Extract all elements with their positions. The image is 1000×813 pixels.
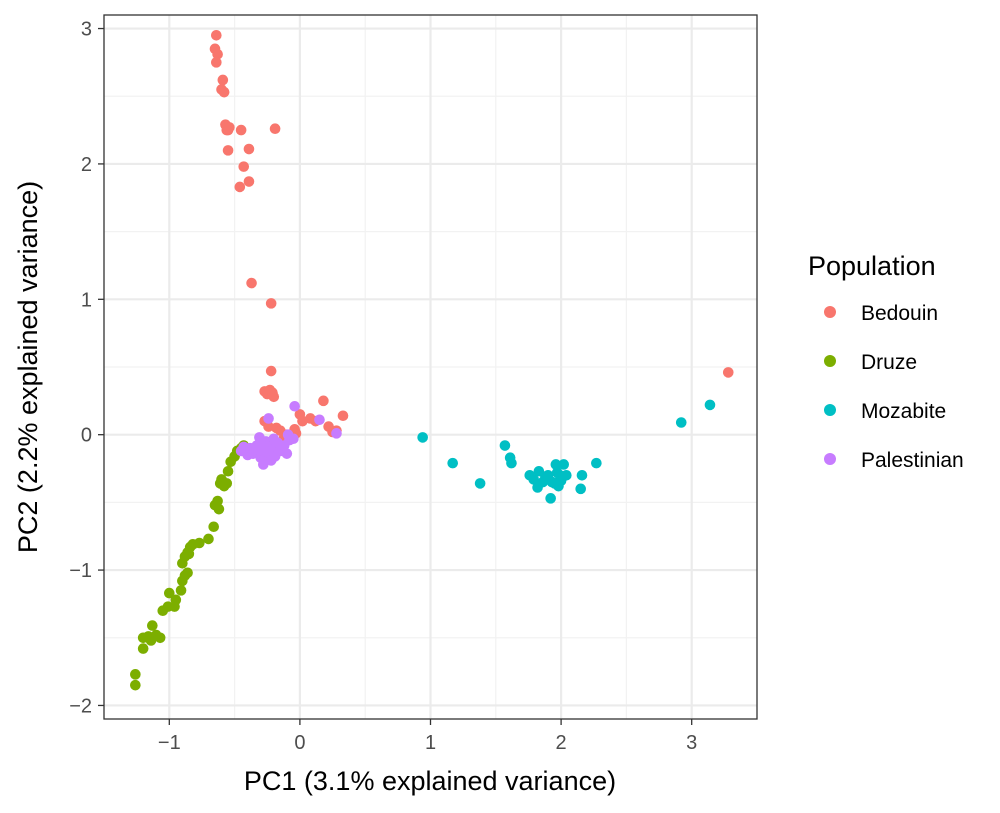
data-point-mozabite bbox=[447, 457, 459, 469]
x-tick-label: 2 bbox=[556, 732, 567, 754]
x-tick-label: 3 bbox=[686, 732, 697, 754]
data-point-druze bbox=[130, 669, 141, 680]
legend-label: Druze bbox=[861, 351, 917, 374]
data-point-mozabite bbox=[558, 459, 570, 470]
data-point-druze bbox=[137, 643, 149, 654]
data-point-bedouin bbox=[238, 161, 250, 172]
data-point-mozabite bbox=[474, 478, 486, 489]
data-point-mozabite bbox=[545, 493, 556, 504]
legend-key-palestinian bbox=[824, 453, 836, 465]
data-point-druze bbox=[182, 567, 193, 579]
data-point-bedouin bbox=[265, 298, 277, 309]
data-point-bedouin bbox=[224, 122, 235, 133]
data-point-bedouin bbox=[243, 176, 255, 187]
data-point-druze bbox=[212, 495, 223, 507]
data-point-druze bbox=[130, 679, 141, 691]
data-point-bedouin bbox=[211, 30, 222, 41]
legend-item-druze: Druze bbox=[824, 351, 917, 374]
y-axis-tick-labels: −2 −1 0 1 2 3 bbox=[69, 19, 92, 718]
data-point-palestinian bbox=[331, 428, 342, 439]
x-axis-tick-labels: −1 0 1 2 3 bbox=[158, 732, 697, 754]
data-point-bedouin bbox=[297, 415, 308, 427]
data-point-bedouin bbox=[337, 410, 349, 422]
series-palestinian bbox=[235, 400, 342, 470]
major-gridlines bbox=[104, 15, 757, 719]
data-point-mozabite bbox=[417, 432, 428, 443]
data-point-druze bbox=[194, 537, 205, 549]
data-point-mozabite bbox=[591, 457, 602, 469]
data-point-druze bbox=[147, 620, 158, 631]
data-point-bedouin bbox=[243, 143, 255, 155]
data-points bbox=[130, 30, 734, 691]
data-point-mozabite bbox=[528, 474, 539, 485]
data-point-mozabite bbox=[550, 459, 562, 470]
data-point-bedouin bbox=[246, 277, 257, 289]
legend-label: Mozabite bbox=[861, 400, 946, 423]
data-point-druze bbox=[164, 587, 175, 599]
y-tick-label: 1 bbox=[81, 289, 92, 311]
legend-item-bedouin: Bedouin bbox=[824, 302, 938, 325]
data-point-druze bbox=[154, 632, 166, 644]
series-mozabite bbox=[417, 399, 716, 504]
series-druze bbox=[130, 440, 250, 691]
x-tick-label: −1 bbox=[158, 732, 181, 754]
data-point-bedouin bbox=[235, 124, 247, 136]
data-point-mozabite bbox=[704, 399, 716, 411]
data-point-bedouin bbox=[212, 48, 223, 60]
y-tick-label: −2 bbox=[69, 695, 92, 717]
legend-title: Population bbox=[808, 251, 936, 281]
legend-key-bedouin bbox=[824, 306, 836, 318]
y-tick-label: 0 bbox=[81, 425, 92, 447]
axis-ticks bbox=[98, 27, 693, 725]
data-point-bedouin bbox=[217, 74, 229, 86]
data-point-druze bbox=[208, 521, 220, 533]
y-axis-title: PC2 (2.2% explained variance) bbox=[13, 181, 43, 553]
data-point-bedouin bbox=[263, 421, 274, 432]
y-tick-label: 2 bbox=[81, 154, 92, 176]
y-tick-label: −1 bbox=[69, 560, 92, 582]
legend-label: Palestinian bbox=[861, 449, 964, 472]
x-tick-label: 0 bbox=[294, 732, 305, 754]
legend-items: Bedouin Druze Mozabite Palestinian bbox=[824, 302, 964, 472]
data-point-bedouin bbox=[318, 395, 329, 407]
x-axis-title: PC1 (3.1% explained variance) bbox=[244, 766, 616, 796]
data-point-bedouin bbox=[722, 367, 734, 378]
data-point-mozabite bbox=[506, 457, 517, 469]
data-point-druze bbox=[221, 478, 233, 489]
data-point-druze bbox=[175, 585, 187, 596]
legend-item-mozabite: Mozabite bbox=[824, 400, 946, 423]
data-point-palestinian bbox=[288, 433, 299, 445]
data-point-mozabite bbox=[575, 483, 586, 495]
legend-key-mozabite bbox=[824, 404, 836, 416]
data-point-mozabite bbox=[576, 470, 588, 481]
data-point-mozabite bbox=[675, 417, 687, 428]
legend-item-palestinian: Palestinian bbox=[824, 449, 964, 472]
data-point-palestinian bbox=[281, 448, 293, 459]
x-tick-label: 1 bbox=[425, 732, 436, 754]
data-point-palestinian bbox=[289, 400, 300, 412]
data-point-bedouin bbox=[268, 391, 280, 403]
data-point-druze bbox=[157, 605, 169, 616]
legend-label: Bedouin bbox=[861, 302, 938, 325]
data-point-bedouin bbox=[218, 86, 230, 98]
data-point-mozabite bbox=[561, 470, 572, 481]
data-point-bedouin bbox=[269, 123, 281, 135]
data-point-bedouin bbox=[234, 181, 246, 193]
data-point-druze bbox=[222, 465, 234, 477]
legend-key-druze bbox=[824, 355, 836, 367]
legend: Population Bedouin Druze Mozabite Palestini… bbox=[808, 251, 964, 472]
data-point-bedouin bbox=[222, 145, 234, 156]
data-point-mozabite bbox=[499, 440, 511, 451]
y-tick-label: 3 bbox=[81, 19, 92, 41]
data-point-bedouin bbox=[265, 365, 277, 377]
data-point-palestinian bbox=[263, 413, 274, 424]
data-point-druze bbox=[203, 533, 214, 545]
data-point-bedouin bbox=[211, 57, 222, 68]
data-point-palestinian bbox=[314, 414, 325, 426]
data-point-druze bbox=[170, 594, 182, 606]
